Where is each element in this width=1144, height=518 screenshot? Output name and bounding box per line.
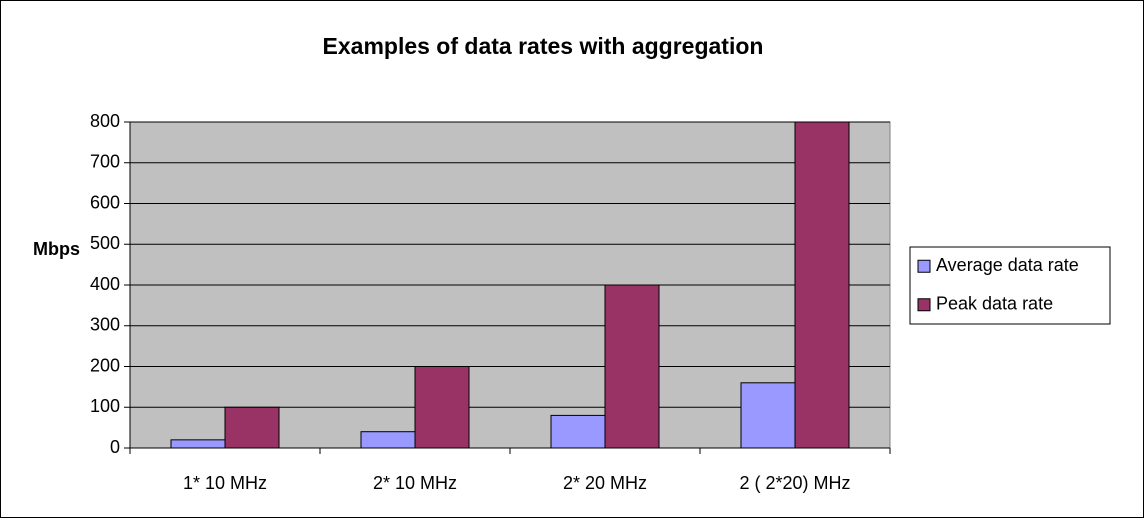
bar: [360, 431, 416, 449]
x-tick-label: 1* 10 MHz: [183, 473, 267, 493]
y-tick-label: 100: [90, 396, 120, 416]
y-tick-label: 700: [90, 152, 120, 172]
bar: [414, 366, 470, 449]
bar: [550, 414, 606, 449]
y-axis-label: Mbps: [33, 239, 80, 259]
y-tick-label: 400: [90, 274, 120, 294]
x-tick-label: 2* 20 MHz: [563, 473, 647, 493]
bar: [794, 121, 850, 449]
legend-box: [909, 246, 1111, 325]
y-tick-label: 300: [90, 315, 120, 335]
y-tick-label: 500: [90, 233, 120, 253]
legend-label: Peak data rate: [936, 294, 1053, 314]
y-tick-label: 0: [110, 437, 120, 457]
bar: [170, 439, 226, 449]
bar: [604, 284, 660, 449]
x-tick-label: 2 ( 2*20) MHz: [739, 473, 850, 493]
legend-swatch: [917, 298, 931, 312]
bar: [224, 406, 280, 449]
chart-title: Examples of data rates with aggregation: [323, 33, 764, 59]
y-tick-label: 200: [90, 355, 120, 375]
y-tick-label: 800: [90, 111, 120, 131]
x-tick-label: 2* 10 MHz: [373, 473, 457, 493]
legend-swatch: [917, 259, 931, 273]
legend-label: Average data rate: [936, 255, 1079, 275]
y-tick-label: 600: [90, 192, 120, 212]
bar: [740, 382, 796, 449]
